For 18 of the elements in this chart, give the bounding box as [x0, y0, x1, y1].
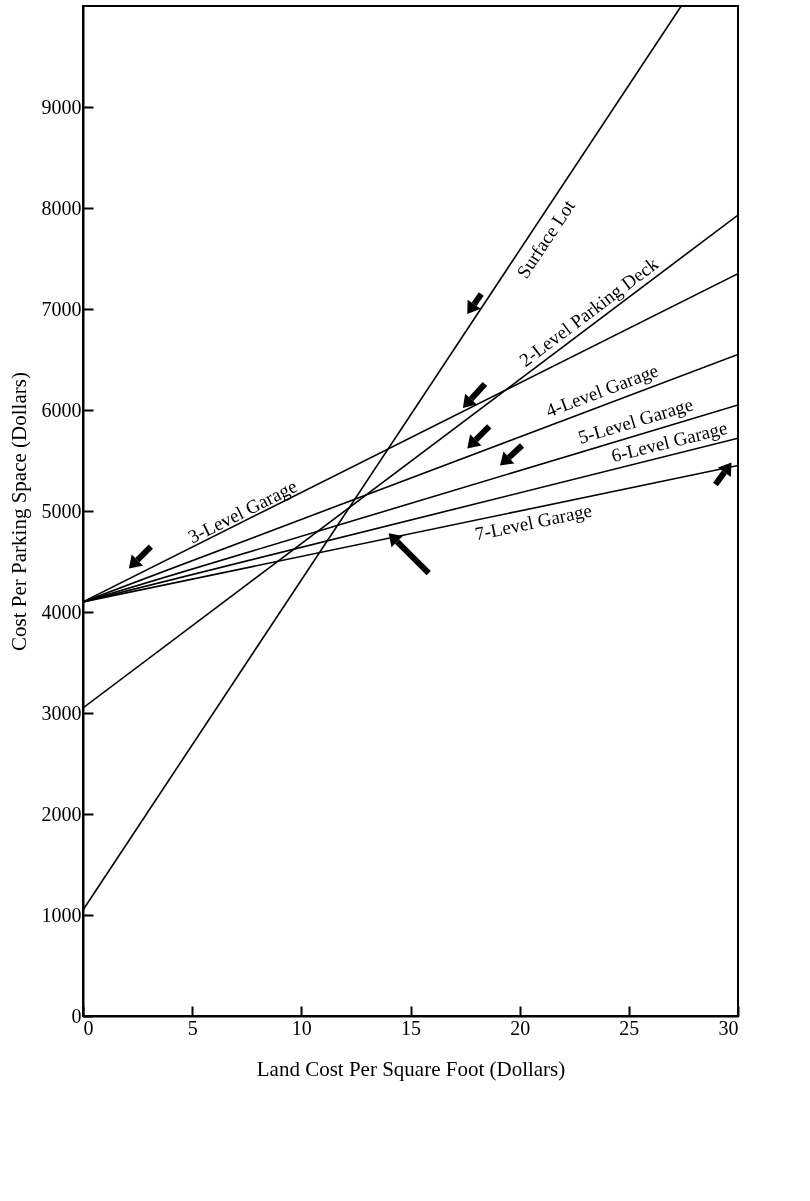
y-tick-label: 1000 — [41, 903, 82, 926]
x-tick-label: 25 — [619, 1016, 640, 1039]
y-tick-label: 2000 — [41, 802, 82, 825]
y-tick-label: 4000 — [41, 600, 82, 623]
y-tick-label: 8000 — [41, 196, 82, 219]
x-tick-label: 30 — [718, 1016, 739, 1039]
x-tick-label: 20 — [510, 1016, 531, 1039]
y-tick-label: 6000 — [41, 398, 82, 421]
y-tick-label: 3000 — [41, 701, 82, 724]
y-axis-title: Cost Per Parking Space (Dollars) — [6, 372, 31, 651]
x-tick-label: 5 — [187, 1016, 198, 1039]
y-tick-label: 5000 — [41, 499, 82, 522]
text: 7-Level Garage — [473, 499, 594, 545]
y-tick-label: 9000 — [41, 95, 82, 118]
x-axis-title: Land Cost Per Square Foot (Dollars) — [256, 1056, 566, 1081]
x-tick-label: 10 — [291, 1016, 312, 1039]
y-tick-label: 7000 — [41, 297, 82, 320]
x-tick-label: 15 — [401, 1016, 421, 1039]
